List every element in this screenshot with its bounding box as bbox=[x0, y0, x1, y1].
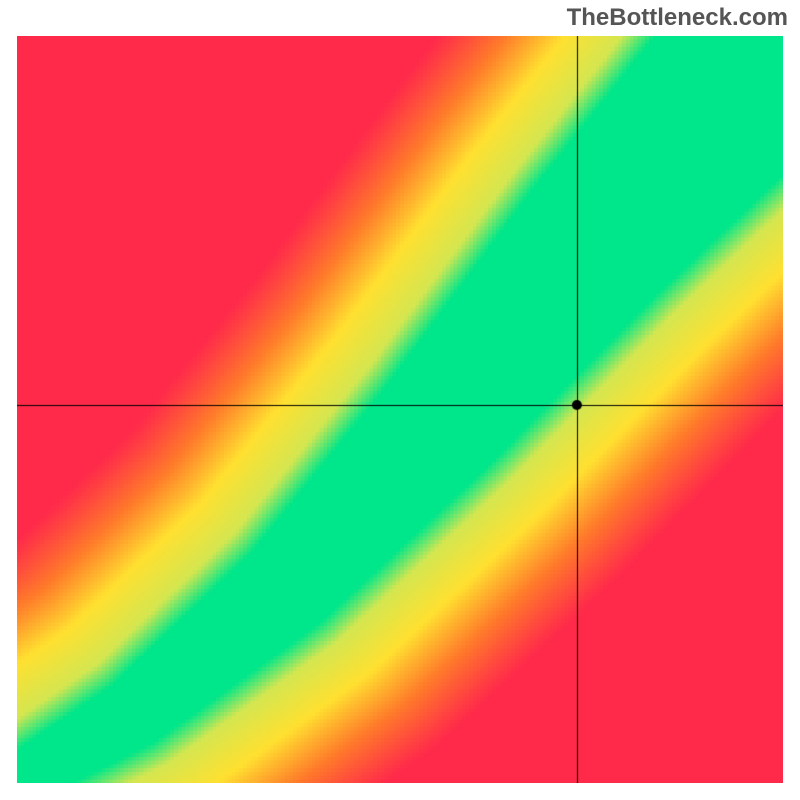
bottleneck-heatmap bbox=[17, 36, 783, 783]
chart-container: TheBottleneck.com bbox=[0, 0, 800, 800]
watermark-text: TheBottleneck.com bbox=[567, 4, 788, 32]
